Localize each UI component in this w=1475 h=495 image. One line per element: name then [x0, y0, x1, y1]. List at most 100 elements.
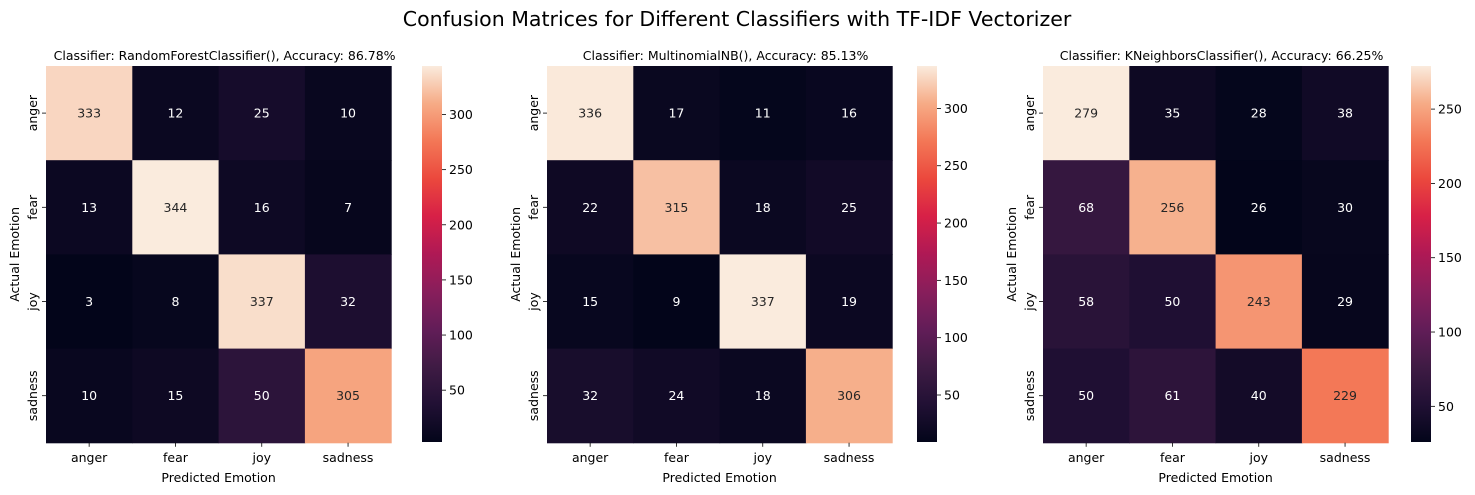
cell-value-label: 18	[755, 388, 771, 403]
heatmap-cell	[633, 66, 721, 161]
cell-value-label: 9	[672, 294, 680, 309]
heatmap-panel-2: Classifier: MultinomialNB(), Accuracy: 8…	[508, 48, 968, 485]
cell-value-label: 13	[81, 200, 97, 215]
cell-value-label: 16	[841, 106, 857, 121]
x-tick-label: anger	[572, 450, 609, 465]
heatmap-cell	[805, 254, 893, 350]
x-axis-label: Predicted Emotion	[1158, 470, 1272, 485]
figure-title: Confusion Matrices for Different Classif…	[403, 7, 1072, 31]
y-tick-label: fear	[526, 194, 541, 220]
heatmap-cell	[1215, 348, 1303, 444]
x-tick-label: sadness	[824, 450, 875, 465]
y-tick-label: anger	[25, 94, 40, 131]
x-axis-label: Predicted Emotion	[161, 470, 275, 485]
y-axis-label: Actual Emotion	[7, 207, 22, 302]
y-tick-label: joy	[25, 292, 40, 312]
heatmap-cell	[1043, 254, 1130, 350]
x-tick-label: fear	[163, 450, 189, 465]
colorbar-tick-label: 300	[944, 101, 968, 116]
colorbar-tick-label: 50	[449, 383, 465, 398]
x-tick-label: joy	[251, 450, 271, 465]
heatmap-cell	[547, 160, 634, 255]
cell-value-label: 32	[582, 388, 598, 403]
x-tick-label: sadness	[323, 450, 374, 465]
heatmap-cell	[633, 348, 721, 444]
cell-value-label: 40	[1251, 388, 1267, 403]
cell-value-label: 336	[578, 106, 602, 121]
heatmap-cell	[218, 254, 306, 350]
heatmap-cell	[633, 254, 721, 350]
x-tick-label: fear	[1160, 450, 1186, 465]
cell-value-label: 15	[167, 388, 183, 403]
heatmap-cell	[1129, 254, 1217, 350]
cell-value-label: 337	[751, 294, 775, 309]
cell-value-label: 24	[668, 388, 684, 403]
cell-value-label: 17	[668, 106, 684, 121]
heatmap-cell	[304, 66, 392, 161]
cell-value-label: 58	[1078, 294, 1094, 309]
subplot-title: Classifier: RandomForestClassifier(), Ac…	[54, 48, 396, 63]
cell-value-label: 11	[755, 106, 771, 121]
y-tick-label: sadness	[526, 370, 541, 421]
heatmap-cell	[132, 160, 220, 255]
heatmap-cell	[304, 160, 392, 255]
heatmap-cell	[805, 66, 893, 161]
heatmap-cell	[1301, 348, 1389, 444]
heatmap-cell	[719, 348, 807, 444]
x-tick-label: sadness	[1320, 450, 1371, 465]
y-tick-label: anger	[1022, 94, 1037, 131]
cell-value-label: 50	[1078, 388, 1094, 403]
cell-value-label: 243	[1247, 294, 1271, 309]
x-tick-label: fear	[664, 450, 690, 465]
subplot-title: Classifier: KNeighborsClassifier(), Accu…	[1060, 48, 1384, 63]
heatmap-cell	[805, 348, 893, 444]
colorbar-tick-label: 50	[1438, 399, 1454, 414]
colorbar-tick-label: 250	[449, 162, 473, 177]
y-tick-label: joy	[526, 292, 541, 312]
cell-value-label: 256	[1161, 200, 1185, 215]
heatmap-cell	[46, 254, 133, 350]
cell-value-label: 50	[1164, 294, 1180, 309]
cell-value-label: 337	[250, 294, 274, 309]
colorbar-tick-label: 150	[1438, 250, 1462, 265]
subplot-title: Classifier: MultinomialNB(), Accuracy: 8…	[583, 48, 869, 63]
cell-value-label: 25	[254, 106, 270, 121]
heatmap-cell	[633, 160, 721, 255]
y-axis-label: Actual Emotion	[508, 207, 523, 302]
heatmap-cell	[1215, 66, 1303, 161]
heatmap-cell	[132, 348, 220, 444]
cell-value-label: 19	[841, 294, 857, 309]
heatmap-cell	[805, 160, 893, 255]
x-tick-label: anger	[71, 450, 108, 465]
heatmap-cell	[1043, 66, 1130, 161]
y-tick-label: joy	[1022, 292, 1037, 312]
colorbar-tick-label: 100	[1438, 325, 1462, 340]
cell-value-label: 68	[1078, 200, 1094, 215]
heatmap-panel-3: Classifier: KNeighborsClassifier(), Accu…	[1004, 48, 1462, 485]
heatmap-cell	[547, 348, 634, 444]
x-axis-label: Predicted Emotion	[662, 470, 776, 485]
heatmap-cell	[1301, 66, 1389, 161]
cell-value-label: 61	[1164, 388, 1180, 403]
y-tick-label: sadness	[25, 370, 40, 421]
cell-value-label: 32	[340, 294, 356, 309]
heatmap-cell	[1215, 254, 1303, 350]
y-axis-label: Actual Emotion	[1004, 207, 1019, 302]
cell-value-label: 279	[1074, 106, 1098, 121]
cell-value-label: 25	[841, 200, 857, 215]
colorbar-tick-label: 50	[944, 388, 960, 403]
y-tick-label: fear	[25, 194, 40, 220]
colorbar-tick-label: 250	[944, 158, 968, 173]
cell-value-label: 229	[1333, 388, 1357, 403]
cell-value-label: 30	[1337, 200, 1353, 215]
cell-value-label: 16	[254, 200, 270, 215]
heatmap-cell	[1301, 254, 1389, 350]
heatmap-cell	[1043, 348, 1130, 444]
colorbar-tick-label: 200	[944, 216, 968, 231]
cell-value-label: 305	[336, 388, 360, 403]
cell-value-label: 12	[167, 106, 183, 121]
cell-value-label: 344	[164, 200, 188, 215]
cell-value-label: 10	[340, 106, 356, 121]
cell-value-label: 29	[1337, 294, 1353, 309]
